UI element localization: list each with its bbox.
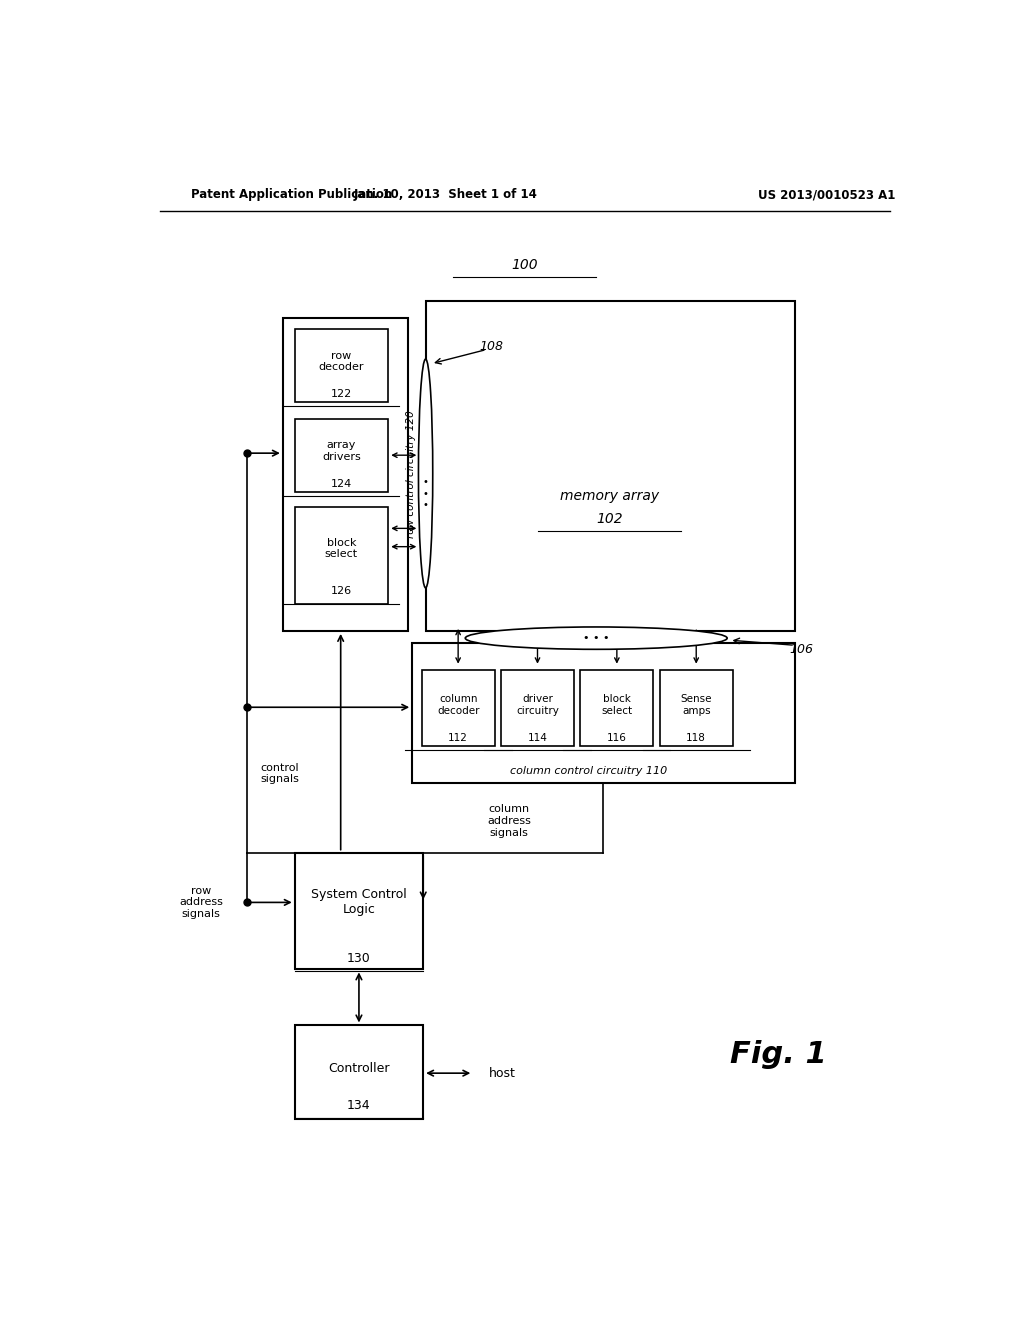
FancyBboxPatch shape xyxy=(659,669,733,746)
FancyBboxPatch shape xyxy=(422,669,495,746)
Text: System Control
Logic: System Control Logic xyxy=(311,888,407,916)
Text: 108: 108 xyxy=(479,341,504,352)
FancyBboxPatch shape xyxy=(501,669,574,746)
FancyBboxPatch shape xyxy=(295,853,423,969)
Text: row
address
signals: row address signals xyxy=(179,886,223,919)
Ellipse shape xyxy=(419,359,433,587)
Text: host: host xyxy=(489,1067,516,1080)
Text: driver
circuitry: driver circuitry xyxy=(516,694,559,715)
FancyBboxPatch shape xyxy=(295,418,388,492)
Text: block
select: block select xyxy=(601,694,633,715)
Text: control
signals: control signals xyxy=(260,763,299,784)
Text: 106: 106 xyxy=(788,643,813,656)
Text: block
select: block select xyxy=(325,537,358,560)
Text: memory array: memory array xyxy=(560,488,659,503)
Text: • • •: • • • xyxy=(583,634,609,643)
Text: 122: 122 xyxy=(331,389,352,399)
Text: 100: 100 xyxy=(511,259,539,272)
Text: 112: 112 xyxy=(449,733,468,743)
Text: Sense
amps: Sense amps xyxy=(681,694,712,715)
Text: row
decoder: row decoder xyxy=(318,351,365,372)
Text: 118: 118 xyxy=(686,733,707,743)
FancyBboxPatch shape xyxy=(581,669,653,746)
Text: Fig. 1: Fig. 1 xyxy=(730,1040,827,1069)
Text: 134: 134 xyxy=(347,1100,371,1113)
Text: column
address
signals: column address signals xyxy=(487,804,530,838)
FancyBboxPatch shape xyxy=(295,1026,423,1119)
Text: Jan. 10, 2013  Sheet 1 of 14: Jan. 10, 2013 Sheet 1 of 14 xyxy=(353,189,538,202)
Text: 102: 102 xyxy=(596,512,623,527)
Text: Controller: Controller xyxy=(328,1061,390,1074)
Text: row control circuitry 120: row control circuitry 120 xyxy=(407,411,417,539)
Text: array
drivers: array drivers xyxy=(323,441,360,462)
Text: column control circuitry 110: column control circuitry 110 xyxy=(510,767,667,776)
Text: Patent Application Publication: Patent Application Publication xyxy=(191,189,393,202)
FancyBboxPatch shape xyxy=(295,507,388,603)
Text: 126: 126 xyxy=(331,586,352,597)
Text: •
•
•: • • • xyxy=(423,478,428,511)
Text: column
decoder: column decoder xyxy=(437,694,479,715)
Text: 130: 130 xyxy=(347,952,371,965)
FancyBboxPatch shape xyxy=(412,643,795,784)
FancyBboxPatch shape xyxy=(426,301,795,631)
Text: 114: 114 xyxy=(527,733,548,743)
Text: 116: 116 xyxy=(607,733,627,743)
FancyBboxPatch shape xyxy=(283,318,409,631)
Ellipse shape xyxy=(465,627,727,649)
Text: US 2013/0010523 A1: US 2013/0010523 A1 xyxy=(758,189,895,202)
FancyBboxPatch shape xyxy=(295,329,388,403)
Text: 124: 124 xyxy=(331,479,352,488)
